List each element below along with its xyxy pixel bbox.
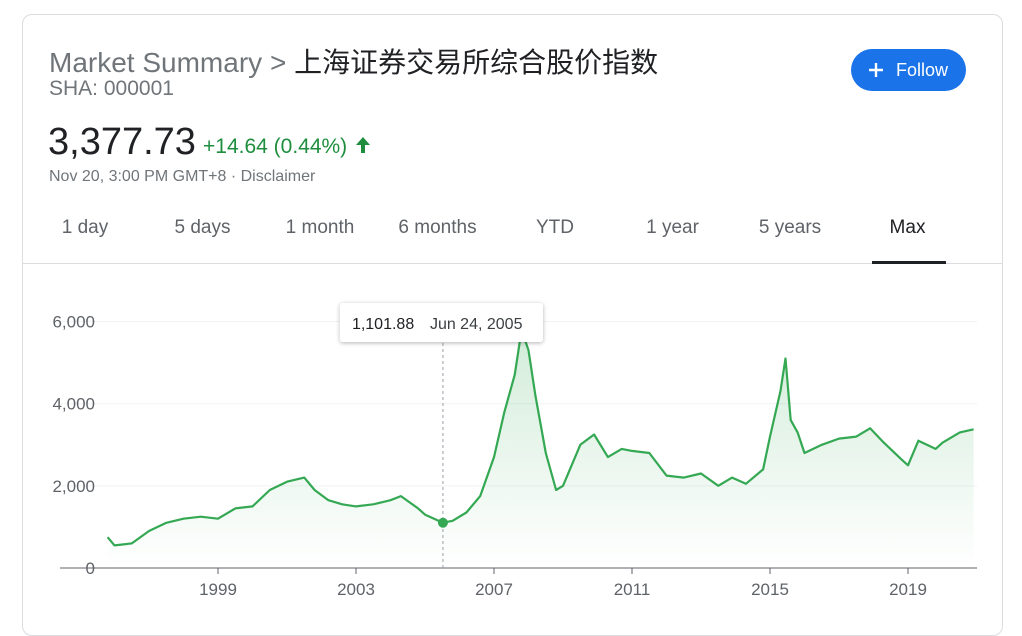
range-tab[interactable]: 1 day [61,217,109,238]
breadcrumb[interactable]: Market Summary [49,47,263,78]
change-text: +14.64 (0.44%) [203,135,348,158]
tooltip-date: Jun 24, 2005 [430,316,523,333]
follow-button[interactable]: Follow [851,49,966,91]
range-tab[interactable]: Max [850,213,966,264]
price-change: +14.64 (0.44%) [203,135,373,159]
range-tab[interactable]: 1 month [285,217,355,238]
market-card: Market Summary > 上海证券交易所综合股价指数 SHA: 0000… [22,14,1003,636]
price-line [106,328,974,547]
index-name: 上海证券交易所综合股价指数 [294,47,659,78]
x-tick-label: 2011 [614,580,651,599]
up-arrow [356,137,371,153]
page: Market Summary > 上海证券交易所综合股价指数 SHA: 0000… [22,14,1003,636]
x-tick-label: 2015 [751,580,789,599]
tooltip-box [339,303,543,342]
y-tick-label: 6,000 [52,313,95,332]
range-tabs: 1 day 5 days 1 month 6 months YTD 1 year 5 yea… [23,213,1002,264]
range-tab[interactable]: YTD [536,217,574,238]
hover-point [437,517,448,528]
price: 3,377.73 [48,121,196,163]
range-tab[interactable]: 1 year [646,217,699,238]
range-tab[interactable]: 5 days [174,217,231,238]
range-tab[interactable]: 5 years [758,217,822,238]
y-tick-label: 4,000 [52,395,95,414]
plus-icon [869,63,883,77]
y-tick-label: 0 [86,559,95,578]
y-tick-label: 2,000 [52,477,95,496]
separator: > [269,47,287,78]
follow-label[interactable]: Follow [896,60,949,80]
title: Market Summary > 上海证券交易所综合股价指数 [49,41,658,81]
timestamp: Nov 20, 3:00 PM GMT+8 · Disclaimer [49,168,316,185]
ticker: SHA: 000001 [49,77,174,100]
x-tick-label: 2019 [889,580,927,599]
chart: 0 2,000 4,000 6,000 1999 2003 2007 2011 2015 2019… [52,303,977,599]
x-tick-label: 1999 [199,580,237,599]
x-tick-label: 2003 [337,580,375,599]
area-fill [107,329,974,568]
range-tab[interactable]: 6 months [398,217,477,238]
x-tick-label: 2007 [475,580,513,599]
tooltip-value: 1,101.88 [352,316,414,333]
